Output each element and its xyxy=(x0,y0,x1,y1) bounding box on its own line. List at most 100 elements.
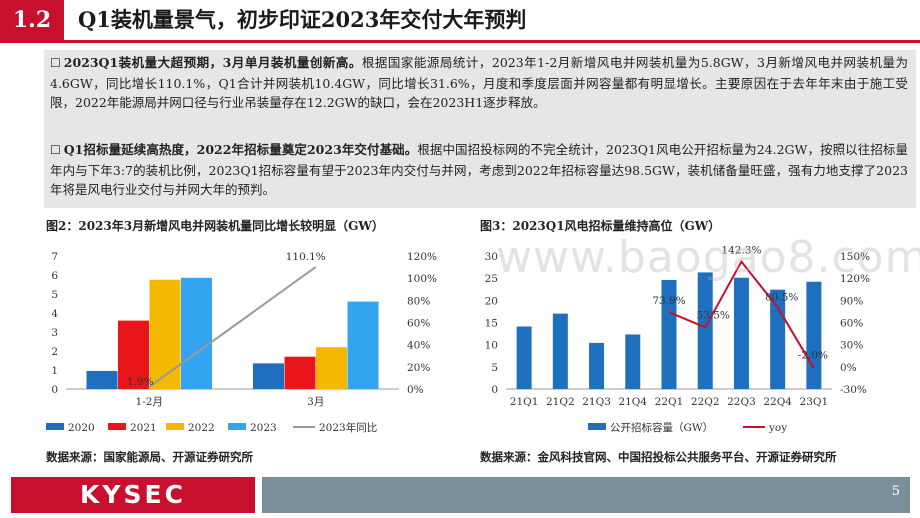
page-title: Q1装机量景气，初步印证2023年交付大年预判 xyxy=(78,7,527,32)
y-tick-label: 6 xyxy=(51,270,58,282)
bar-GW-4 xyxy=(661,279,677,389)
y2-tick-label: 90% xyxy=(840,295,863,307)
legend-swatch xyxy=(108,423,126,430)
footer-bar xyxy=(262,477,910,513)
summary-box: ☐ 2023Q1装机量大超预期，3月单月装机量创新高。根据国家能源局统计，2023… xyxy=(44,50,916,208)
y2-tick-label: 150% xyxy=(840,251,870,263)
y-tick-label: 3 xyxy=(51,327,58,339)
y-tick-label: 0 xyxy=(491,384,498,396)
legend-label: yoy xyxy=(768,422,787,434)
line-series-2023 xyxy=(148,266,317,388)
y-tick-label: 7 xyxy=(51,251,58,263)
line-data-label: 110.1% xyxy=(286,251,326,263)
legend-swatch xyxy=(46,423,64,430)
y-tick-label: 4 xyxy=(51,308,58,320)
x-tick-label: 22Q1 xyxy=(655,396,684,408)
legend-swatch xyxy=(228,423,246,430)
x-tick-label: 3月 xyxy=(307,396,324,408)
bar-GW-3 xyxy=(625,334,641,389)
figure2-chart: 0 1 2 3 4 5 6 7 0% 20% 40% 60% 80% 100% 120% 1-2月 3月 1.9%… xyxy=(46,251,437,434)
bar-2023-1 xyxy=(347,301,379,389)
line-data-label: 1.9% xyxy=(127,376,154,388)
x-tick-label: 22Q2 xyxy=(691,396,720,408)
y-tick-label: 0 xyxy=(51,384,58,396)
watermark: www.baogao8.com xyxy=(496,232,920,283)
line-data-label: 53.5% xyxy=(697,309,730,321)
y-tick-label: 25 xyxy=(485,273,498,285)
paragraph-1: ☐ 2023Q1装机量大超预期，3月单月装机量创新高。根据国家能源局统计，2023… xyxy=(50,53,908,113)
checkbox-bullet-icon: ☐ xyxy=(50,143,61,157)
bar-GW-6 xyxy=(733,277,749,389)
bar-2021-0 xyxy=(118,320,149,389)
y2-tick-label: 60% xyxy=(407,318,430,330)
y2-tick-label: 120% xyxy=(407,251,437,263)
kysec-logo: KYSEC xyxy=(11,477,255,513)
legend-label: 2021 xyxy=(130,422,157,434)
x-tick-label: 1-2月 xyxy=(136,396,163,408)
line-series-yoy xyxy=(668,259,815,369)
y-tick-label: 30 xyxy=(485,251,498,263)
line-data-label: 73.9% xyxy=(652,295,685,307)
x-tick-label: 21Q3 xyxy=(582,396,611,408)
y2-tick-label: 120% xyxy=(840,273,870,285)
bar-GW-8 xyxy=(806,281,822,389)
y2-tick-label: 80% xyxy=(407,295,430,307)
line-data-label: -2.0% xyxy=(798,349,828,361)
y-tick-label: 5 xyxy=(51,289,58,301)
bar-GW-2 xyxy=(589,342,605,389)
paragraph-1-lead: 2023Q1装机量大超预期，3月单月装机量创新高。 xyxy=(63,55,362,70)
paragraph-2: ☐ Q1招标量延续高热度，2022年招标量奠定2023年交付基础。根据中国招投标网… xyxy=(50,140,908,200)
y2-tick-label: 40% xyxy=(407,340,430,352)
legend-label: 2023 xyxy=(250,422,277,434)
line-data-label: 142.3% xyxy=(721,245,761,257)
legend-label: 2023年同比 xyxy=(319,421,377,434)
figure3-chart: 0 5 10 15 20 25 30 -30% 0% 30% 60% 90% 120% 150% 21Q1 2… xyxy=(485,245,870,434)
bar-GW-5 xyxy=(697,272,713,389)
legend-swatch xyxy=(588,423,606,430)
bar-2022-0 xyxy=(149,279,181,389)
y2-tick-label: -30% xyxy=(840,384,867,396)
legend-label: 2020 xyxy=(68,422,95,434)
bar-2021-1 xyxy=(284,356,316,389)
bar-2023-0 xyxy=(181,277,212,389)
y2-tick-label: 0% xyxy=(840,362,857,374)
header-rule xyxy=(0,40,920,43)
page-number: 5 xyxy=(891,484,900,499)
paragraph-2-lead: Q1招标量延续高热度，2022年招标量奠定2023年交付基础。 xyxy=(63,142,418,157)
bar-GW-7 xyxy=(770,289,786,389)
logo-text: KYSEC xyxy=(80,480,186,509)
line-data-label: 80.5% xyxy=(765,291,798,303)
bar-GW-1 xyxy=(552,313,568,389)
x-tick-label: 22Q4 xyxy=(763,396,792,408)
y2-tick-label: 100% xyxy=(407,273,437,285)
bar-2020-0 xyxy=(86,370,118,389)
figure2-title: 图2：2023年3月新增风电并网装机量同比增长较明显（GW） xyxy=(46,219,384,233)
paragraph-1-text: 根据国家能源局统计，2023年1-2月新增风电并网装机量为5.8GW，3月新增风… xyxy=(50,55,908,110)
x-tick-label: 23Q1 xyxy=(800,396,829,408)
checkbox-bullet-icon: ☐ xyxy=(50,56,61,70)
section-number: 1.2 xyxy=(0,0,64,40)
paragraph-2-text: 根据中国招投标网的不完全统计，2023Q1风电公开招标量为24.2GW，按照以往… xyxy=(50,142,908,197)
y-tick-label: 2 xyxy=(51,346,58,358)
x-tick-label: 21Q4 xyxy=(618,396,647,408)
y2-tick-label: 30% xyxy=(840,340,863,352)
y2-tick-label: 0% xyxy=(407,384,424,396)
bar-GW-0 xyxy=(516,326,532,389)
y-tick-label: 1 xyxy=(51,365,58,377)
x-tick-label: 21Q1 xyxy=(510,396,539,408)
y2-tick-label: 60% xyxy=(840,318,863,330)
y-tick-label: 20 xyxy=(485,295,498,307)
legend-label: 2022 xyxy=(188,422,215,434)
header: 1.2 Q1装机量景气，初步印证2023年交付大年预判 xyxy=(0,0,920,43)
y-tick-label: 5 xyxy=(491,362,498,374)
y-tick-label: 10 xyxy=(485,340,498,352)
bar-2020-1 xyxy=(253,363,284,389)
figure2-source: 数据来源：国家能源局、开源证券研究所 xyxy=(46,450,253,464)
legend-swatch xyxy=(166,423,184,430)
figure3-title: 图3：2023Q1风电招标量维持高位（GW） xyxy=(480,219,721,233)
x-tick-label: 21Q2 xyxy=(546,396,575,408)
figure3-source: 数据来源：金风科技官网、中国招投标公共服务平台、开源证券研究所 xyxy=(480,450,837,464)
y2-tick-label: 20% xyxy=(407,362,430,374)
legend-label: 公开招标容量（GW） xyxy=(610,421,713,434)
x-tick-label: 22Q3 xyxy=(727,396,756,408)
